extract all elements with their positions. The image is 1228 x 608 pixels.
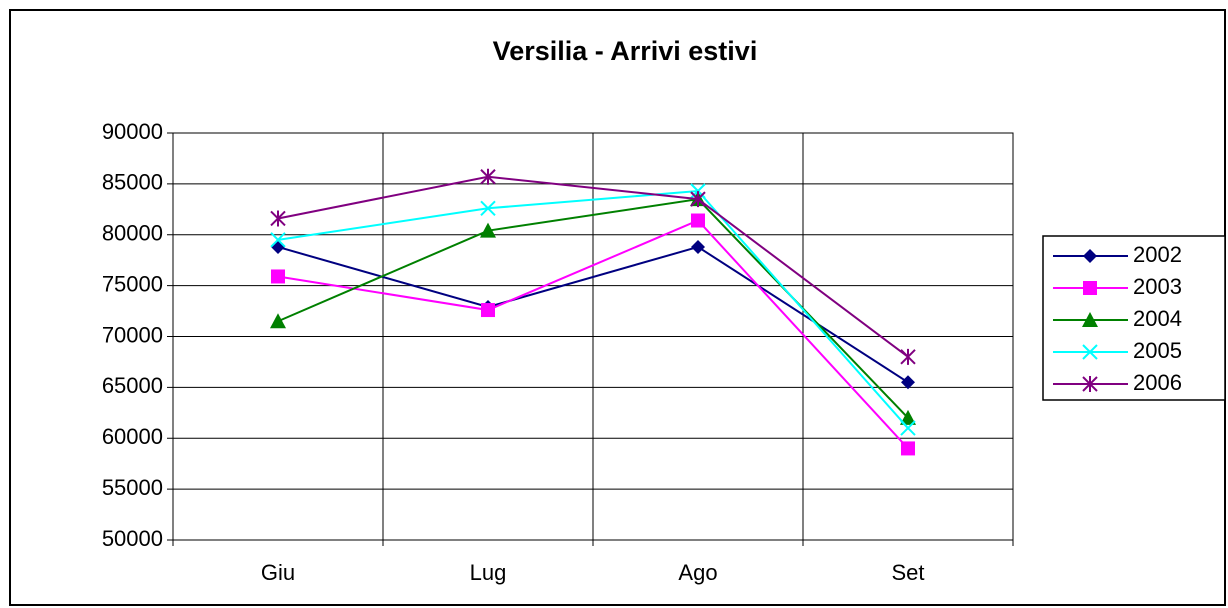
x-tick-label: Set (891, 560, 924, 585)
marker (481, 303, 495, 318)
x-tick-label: Giu (261, 560, 295, 585)
y-tick-label: 75000 (102, 271, 163, 296)
x-tick-label: Lug (470, 560, 507, 585)
marker (1082, 344, 1098, 360)
legend-label: 2006 (1133, 370, 1182, 395)
marker (480, 200, 496, 217)
marker (270, 210, 286, 227)
marker (691, 213, 705, 228)
marker (900, 348, 916, 365)
series-line (277, 219, 909, 450)
y-tick-label: 80000 (102, 221, 163, 246)
marker (1082, 376, 1098, 392)
marker (691, 239, 705, 254)
plot-area (172, 132, 1014, 541)
marker (1083, 249, 1097, 263)
marker (1082, 312, 1098, 327)
marker (1083, 281, 1097, 295)
marker (901, 375, 915, 390)
marker (480, 168, 496, 185)
legend-box (1042, 235, 1226, 401)
y-tick-label: 70000 (102, 322, 163, 347)
series-line (277, 175, 909, 358)
x-tick-label: Ago (678, 560, 717, 585)
marker (271, 269, 285, 284)
y-tick-label: 50000 (102, 526, 163, 551)
marker (270, 313, 286, 329)
legend-label: 2002 (1133, 242, 1182, 267)
legend-label: 2005 (1133, 338, 1182, 363)
marker (900, 409, 916, 425)
y-tick-label: 85000 (102, 170, 163, 195)
marker (480, 222, 496, 238)
legend-label: 2003 (1133, 274, 1182, 299)
legend-label: 2004 (1133, 306, 1182, 331)
y-tick-label: 90000 (102, 119, 163, 144)
series-line (277, 189, 909, 429)
marker (270, 232, 286, 248)
chart-title: Versilia - Arrivi estivi (493, 36, 758, 66)
y-tick-label: 55000 (102, 475, 163, 500)
marker (901, 441, 915, 456)
marker (690, 191, 706, 208)
marker (900, 420, 916, 436)
y-tick-label: 60000 (102, 424, 163, 449)
chart-border (9, 9, 1226, 606)
y-tick-label: 65000 (102, 373, 163, 398)
